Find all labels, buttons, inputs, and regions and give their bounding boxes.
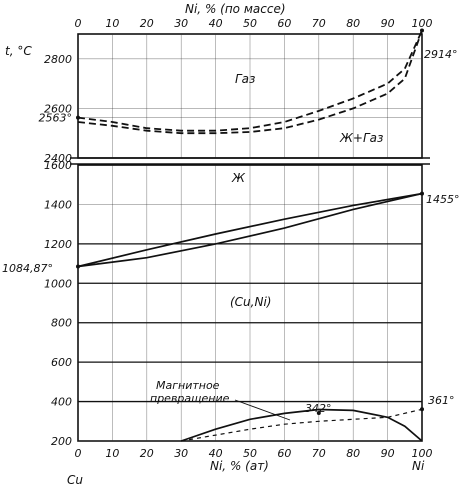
curie-max-label: 342° (305, 402, 332, 415)
lower-panel-grid (78, 164, 422, 442)
series-liquidus (77, 192, 423, 268)
magnetic-leader-line (234, 399, 291, 421)
bottom-tick-label: 10 (105, 447, 119, 460)
lower-y-tick-label: 400 (51, 396, 72, 409)
bottom-tick-label: 80 (346, 447, 360, 460)
top-axis-title: Ni, % (по массе) (185, 2, 286, 16)
magnetic-label-line1: Магнитное (156, 379, 220, 392)
series-boiling-upper (77, 30, 423, 132)
y-axis-title: t, °C (5, 44, 32, 58)
lower-y-tick-label: 1400 (44, 198, 72, 211)
lower-y-tick-label: 1600 (44, 159, 72, 172)
series-curie-line (180, 408, 423, 442)
element-ni-label: Ni (412, 459, 425, 473)
ni-boiling-point-label: 2914° (424, 48, 458, 61)
lower-y-tick-label: 200 (51, 435, 72, 448)
magnetic-label-line2: превращение (150, 392, 230, 405)
data-point-marker (76, 264, 80, 269)
upper-y-tick-label: 2600 (44, 102, 72, 115)
bottom-tick-label: 0 (75, 447, 82, 460)
top-tick-label: 70 (312, 17, 326, 30)
lower-y-tick-label: 1000 (44, 277, 72, 290)
lower-y-tick-label: 1200 (44, 238, 72, 251)
series-magnetic-dashed (181, 408, 423, 442)
top-tick-label: 30 (174, 17, 188, 30)
gas-region-label: Газ (235, 72, 255, 86)
data-point-marker (420, 28, 424, 33)
top-tick-label: 80 (346, 17, 360, 30)
data-point-marker (420, 191, 424, 196)
data-point-marker (316, 411, 321, 416)
upper-y-tick-label: 2563° (39, 112, 73, 125)
top-axis-ticks: 0 10 20 30 40 50 60 70 80 90 100 (75, 17, 433, 30)
series-solidus (77, 192, 423, 268)
top-tick-label: 50 (243, 17, 257, 30)
data-point-marker (420, 407, 424, 412)
lower-y-tick-label: 600 (51, 356, 72, 369)
bottom-tick-label: 30 (174, 447, 188, 460)
bottom-tick-label: 40 (209, 447, 223, 460)
top-tick-label: 90 (381, 17, 395, 30)
top-tick-label: 100 (412, 17, 433, 30)
top-tick-label: 60 (277, 17, 291, 30)
bottom-tick-label: 70 (312, 447, 326, 460)
ni-curie-point-label: 361° (428, 394, 455, 407)
cu-melting-point-label: 1084,87° (2, 262, 53, 275)
bottom-tick-label: 60 (277, 447, 291, 460)
lower-y-tick-label: 800 (51, 317, 72, 330)
bottom-axis-ticks: 0 10 20 30 40 50 60 70 80 90 100 (75, 447, 433, 460)
upper-y-tick-label: 2800 (44, 53, 72, 66)
top-tick-label: 0 (75, 17, 82, 30)
top-tick-label: 20 (140, 17, 154, 30)
bottom-tick-label: 100 (412, 447, 433, 460)
top-tick-label: 40 (209, 17, 223, 30)
series-boiling-lower (77, 30, 423, 135)
bottom-tick-label: 90 (381, 447, 395, 460)
ni-melting-point-label: 1455° (426, 193, 460, 206)
bottom-axis-title: Ni, % (ат) (210, 459, 269, 473)
data-point-marker (76, 115, 80, 120)
phase-curves (76, 28, 424, 442)
liquid-region-label: Ж (231, 171, 246, 185)
bottom-tick-label: 20 (140, 447, 154, 460)
element-cu-label: Cu (67, 473, 83, 487)
upper-y-tick-label: 2400 (44, 152, 72, 165)
bottom-tick-label: 50 (243, 447, 257, 460)
top-tick-label: 10 (105, 17, 119, 30)
liquid-gas-region-label: Ж+Газ (339, 131, 383, 145)
lower-y-ticks: 1600 1400 1200 1000 800 600 400 200 (44, 159, 72, 448)
solid-solution-label: (Cu,Ni) (230, 295, 271, 309)
